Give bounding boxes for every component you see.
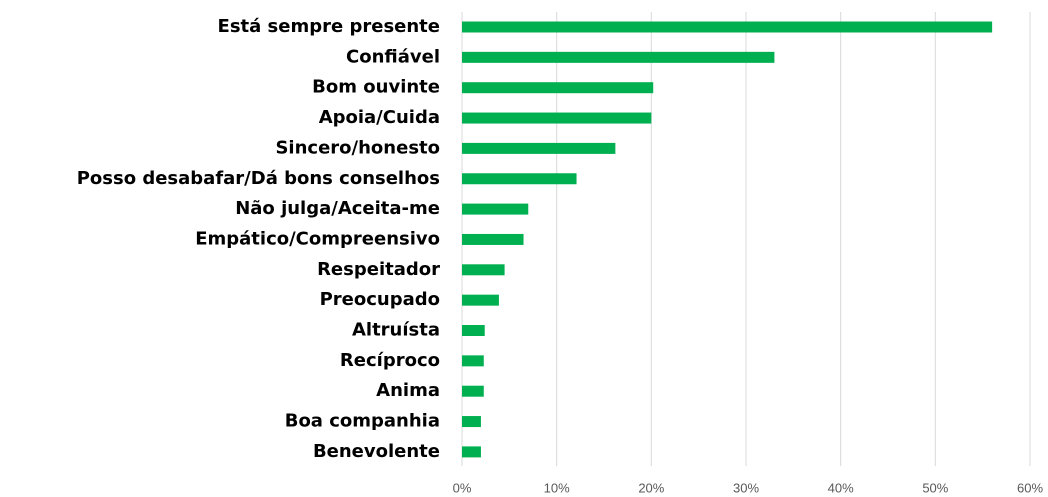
bar (462, 233, 524, 245)
bar (462, 294, 499, 306)
y-tick-label: Boa companhia (285, 411, 440, 432)
x-tick-label: 60% (1017, 480, 1043, 495)
bar (462, 21, 993, 33)
bar (462, 325, 485, 336)
y-tick-label: Bom ouvinte (312, 77, 440, 98)
y-tick-label: Apoia/Cuida (319, 107, 440, 128)
y-tick-label: Está sempre presente (218, 16, 440, 37)
x-tick-label: 0% (453, 480, 472, 495)
bar (462, 51, 775, 63)
y-tick-label: Sincero/honesto (275, 137, 440, 158)
y-tick-label: Posso desabafar/Dá bons conselhos (77, 168, 440, 189)
x-tick-label: 20% (638, 480, 664, 495)
x-tick-label: 10% (544, 480, 570, 495)
y-tick-label: Recíproco (340, 350, 440, 371)
y-tick-label: Confiável (346, 46, 440, 67)
bar (462, 142, 616, 154)
bar (462, 112, 652, 124)
x-tick-label: 50% (922, 480, 948, 495)
y-tick-label: Altruísta (352, 320, 440, 341)
bar (462, 264, 505, 276)
y-tick-label: Preocupado (320, 289, 440, 310)
bar (462, 385, 484, 397)
bar (462, 173, 577, 185)
x-tick-label: 40% (828, 480, 854, 495)
bar (462, 446, 481, 458)
y-tick-label: Anima (376, 380, 440, 401)
y-tick-label: Benevolente (313, 441, 440, 462)
y-tick-label: Respeitador (317, 259, 440, 280)
bar (462, 82, 654, 94)
y-tick-label: Empático/Compreensivo (195, 228, 440, 249)
bar (462, 416, 481, 428)
bar (462, 203, 529, 215)
x-tick-label: 30% (733, 480, 759, 495)
bar (462, 355, 484, 367)
y-tick-label: Não julga/Aceita-me (235, 198, 440, 219)
